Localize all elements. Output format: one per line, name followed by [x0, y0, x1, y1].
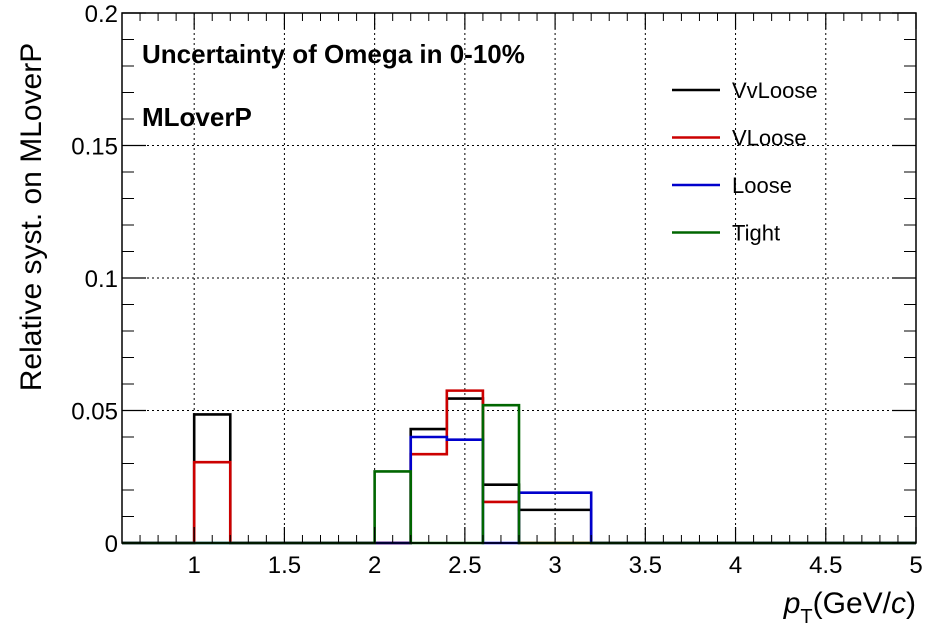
- series-tight: [122, 403, 916, 545]
- x-tick-label: 2: [368, 552, 381, 579]
- x-tick-label: 3.5: [629, 552, 662, 579]
- x-tick-labels: 1 1.5 2 2.5 3 3.5 4 4.5 5: [188, 552, 923, 579]
- y-tick-labels: 0 0.05 0.1 0.15 0.2: [71, 1, 118, 558]
- y-tick-label: 0.15: [71, 134, 118, 161]
- annotation-title: Uncertainty of Omega in 0-10%: [142, 39, 525, 69]
- x-tick-label: 5: [909, 552, 922, 579]
- x-tick-label: 1.5: [268, 552, 301, 579]
- y-axis-title: Relative syst. on MLoverP: [15, 43, 48, 391]
- legend: VvLoose VLoose Loose Tight: [672, 78, 818, 246]
- legend-label-loose: Loose: [732, 173, 792, 198]
- y-tick-label: 0: [105, 531, 118, 558]
- x-tick-label: 2.5: [448, 552, 481, 579]
- y-tick-label: 0.2: [85, 1, 118, 28]
- legend-label-vvloose: VvLoose: [732, 78, 818, 103]
- y-tick-label: 0.1: [85, 266, 118, 293]
- annotation-variable: MLoverP: [142, 102, 252, 132]
- histograms: [122, 389, 916, 545]
- x-tick-label: 4.5: [809, 552, 842, 579]
- x-tick-label: 1: [188, 552, 201, 579]
- axis-ticks: [121, 12, 917, 544]
- x-axis-title: pT(GeV/c): [783, 587, 916, 628]
- y-tick-label: 0.05: [71, 399, 118, 426]
- x-tick-label: 3: [548, 552, 561, 579]
- legend-label-tight: Tight: [732, 221, 780, 246]
- legend-label-vloose: VLoose: [732, 126, 807, 151]
- x-tick-label: 4: [729, 552, 742, 579]
